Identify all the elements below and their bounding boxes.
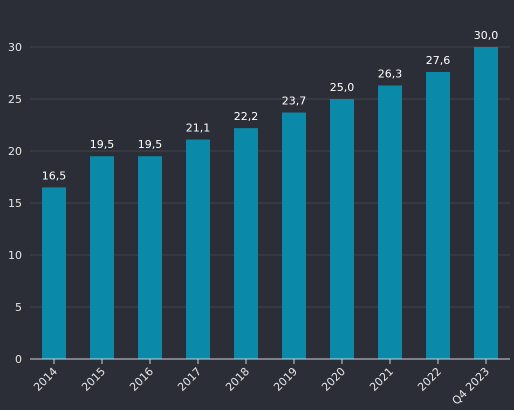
bars <box>42 47 498 360</box>
bar <box>234 128 258 359</box>
x-tick-label: 2018 <box>223 365 252 394</box>
data-labels: 16,5 19,5 19,5 21,1 22,2 23,7 25,0 26,3 27,6 30,0 <box>42 29 499 182</box>
data-label: 16,5 <box>42 169 67 182</box>
x-tick-label: 2017 <box>175 365 204 394</box>
x-tick-label: 2015 <box>79 365 108 394</box>
bar <box>138 156 162 359</box>
y-tick-label: 15 <box>8 197 22 210</box>
bar <box>378 85 402 359</box>
data-label: 25,0 <box>330 81 355 94</box>
data-label: 19,5 <box>90 138 115 151</box>
data-label: 22,2 <box>234 110 259 123</box>
bar <box>330 99 354 359</box>
y-tick-label: 5 <box>15 301 22 314</box>
data-label: 23,7 <box>282 95 307 108</box>
x-tick-label: 2019 <box>271 365 300 394</box>
bar <box>186 139 210 359</box>
data-label: 21,1 <box>186 122 211 135</box>
x-tick-label: 2016 <box>127 365 156 394</box>
bar <box>474 47 498 359</box>
data-label: 27,6 <box>426 54 451 67</box>
x-tick-label: Q4 2023 <box>450 365 493 408</box>
data-label: 26,3 <box>378 67 403 80</box>
data-label: 19,5 <box>138 138 163 151</box>
x-tick-label: 2014 <box>31 365 60 394</box>
y-tick-label: 10 <box>8 249 22 262</box>
bar <box>42 187 66 359</box>
data-label: 30,0 <box>474 29 499 42</box>
y-tick-label: 0 <box>15 353 22 366</box>
y-tick-label: 30 <box>8 41 22 54</box>
x-tick-label: 2022 <box>415 365 444 394</box>
y-tick-label: 20 <box>8 145 22 158</box>
x-tick-label: 2020 <box>319 365 348 394</box>
x-tick-label: 2021 <box>367 365 396 394</box>
y-tick-label: 25 <box>8 93 22 106</box>
bar <box>282 112 306 360</box>
bar <box>426 71 450 360</box>
bar <box>90 156 114 359</box>
